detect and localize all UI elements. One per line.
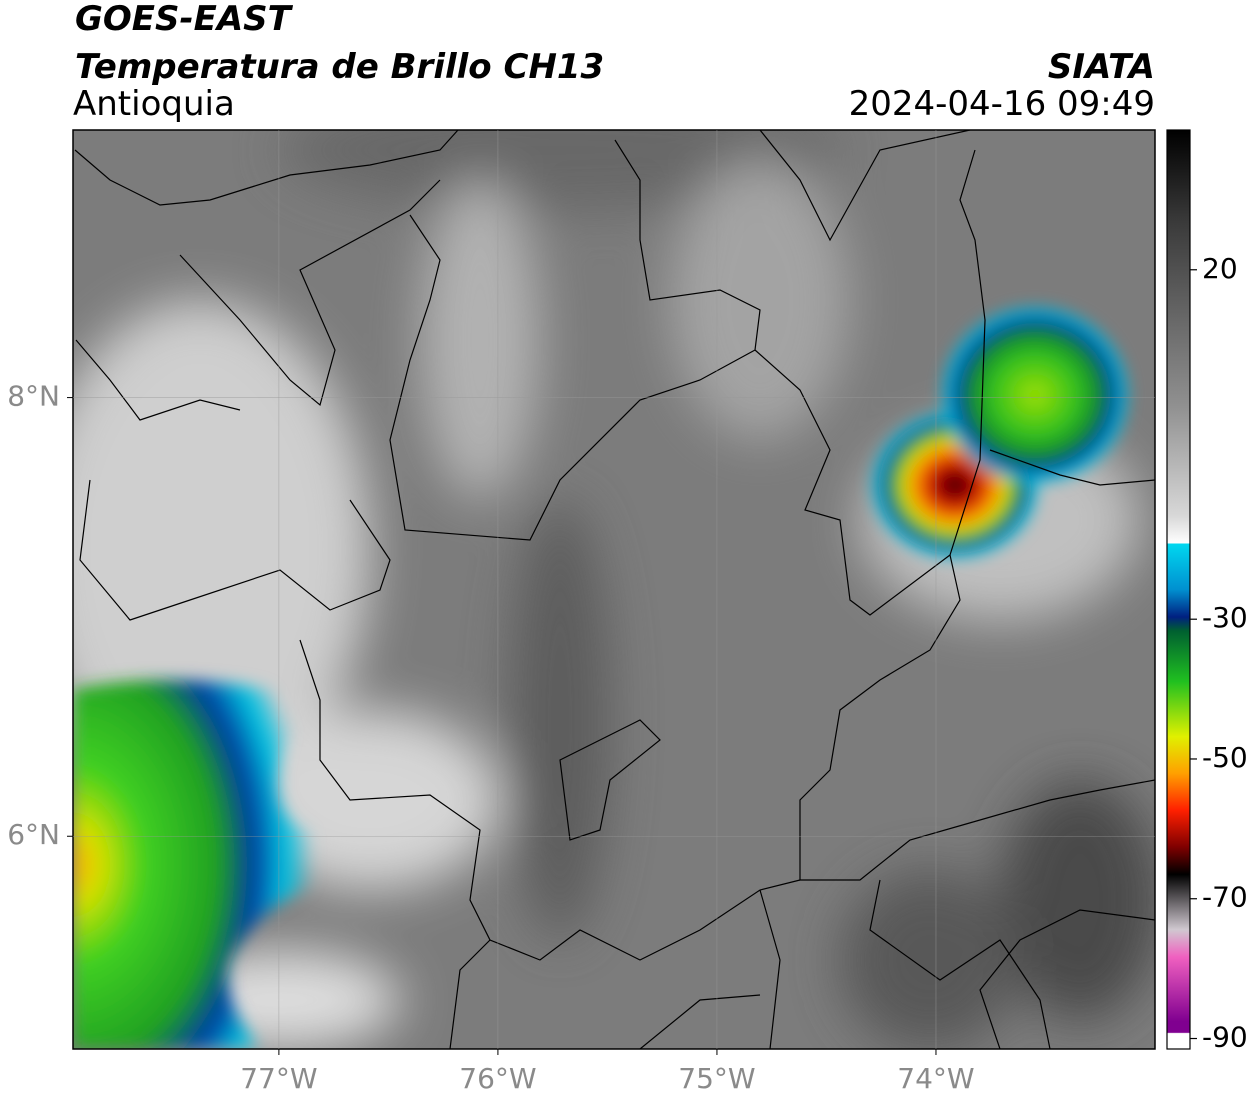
lon-label: 77°W <box>240 1062 317 1095</box>
datetime: 2024-04-16 09:49 <box>849 84 1155 124</box>
colorbar-label: 20 <box>1202 252 1238 285</box>
lat-label: 6°N <box>7 818 60 851</box>
colorbar-label: -90 <box>1202 1021 1248 1054</box>
lon-label: 75°W <box>678 1062 755 1095</box>
lon-label: 74°W <box>897 1062 974 1095</box>
title: GOES-EAST <box>75 0 294 39</box>
map-frame <box>72 129 1156 1050</box>
satellite-image <box>73 130 1155 1049</box>
colorbar-label: -30 <box>1202 601 1248 634</box>
source: SIATA <box>1048 47 1155 87</box>
lon-label: 76°W <box>459 1062 536 1095</box>
colorbar-label: -50 <box>1202 741 1248 774</box>
colorbar-label: -70 <box>1202 881 1248 914</box>
colorbar <box>1166 129 1191 1050</box>
subtitle: Temperatura de Brillo CH13 <box>75 47 604 87</box>
region: Antioquia <box>73 84 235 124</box>
lat-label: 8°N <box>7 380 60 413</box>
